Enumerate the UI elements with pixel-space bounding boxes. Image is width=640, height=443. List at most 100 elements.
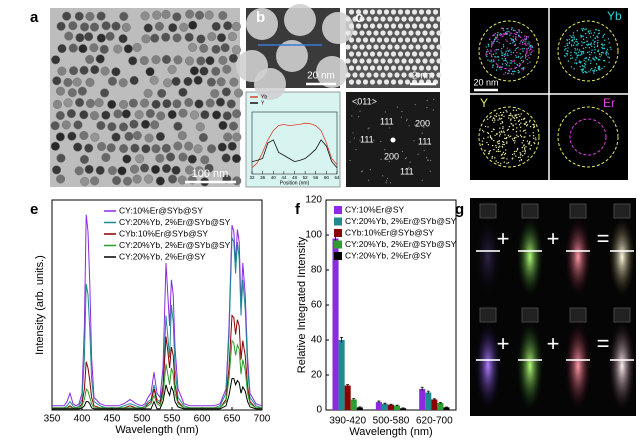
eds-dot: [576, 44, 579, 46]
legend-swatch: [334, 252, 342, 260]
eds-dot: [595, 57, 597, 59]
eds-dot: [512, 109, 515, 111]
eds-dot: [502, 141, 505, 144]
eds-dot: [517, 55, 520, 58]
eds-dot: [489, 136, 492, 138]
particle: [52, 76, 62, 86]
eds-dot: [575, 40, 577, 43]
particle: [97, 141, 107, 152]
particle: [193, 75, 203, 85]
lattice-dot: [376, 79, 383, 85]
eds-dot: [581, 70, 583, 72]
fft-spot: [406, 118, 408, 120]
panel-label: a: [30, 9, 39, 26]
x-tick-label: 40: [271, 175, 277, 180]
eds-dot: [489, 149, 492, 152]
x-tick-label: 450: [104, 414, 121, 425]
eds-dot: [573, 68, 575, 70]
eds-dot: [582, 68, 584, 70]
bar: [419, 389, 426, 410]
eds-dot: [497, 48, 499, 51]
lattice-dot: [345, 58, 351, 64]
eds-dot: [575, 63, 578, 65]
eds-dot: [517, 71, 519, 74]
particle: [173, 55, 183, 65]
particle: [196, 34, 206, 44]
profile-plot: [245, 91, 341, 188]
eds-dot: [583, 62, 586, 65]
eds-dot: [524, 151, 526, 153]
eds-dot: [485, 52, 487, 54]
eds-dot: [572, 44, 575, 47]
eds-dot: [512, 116, 514, 119]
eds-dot: [506, 111, 508, 113]
eds-dot: [525, 41, 527, 43]
eds-dot: [504, 153, 506, 156]
particle: [56, 174, 66, 184]
particle: [101, 110, 111, 120]
eds-dot: [524, 153, 526, 155]
operator: +: [547, 331, 560, 356]
fft-spot: [367, 128, 369, 130]
legend-swatch: [334, 217, 342, 226]
fft-spot: [368, 127, 370, 129]
particle: [196, 56, 206, 66]
lattice-dot: [359, 58, 365, 64]
eds-dot: [493, 121, 495, 123]
x-tick-label: 60: [324, 175, 330, 180]
particle: [184, 56, 195, 66]
eds-dot: [504, 31, 507, 34]
eds-dot: [500, 68, 502, 71]
particle: [227, 141, 237, 151]
eds-dot: [578, 51, 580, 54]
eds-dot: [595, 63, 598, 65]
eds-dot: [505, 142, 508, 144]
x-tick-label: 600: [194, 414, 211, 425]
eds-dot: [566, 52, 568, 55]
eds-dot: [496, 141, 499, 143]
lattice-dot: [366, 30, 372, 36]
eds-dot: [509, 112, 512, 115]
eds-dot: [488, 45, 490, 47]
eds-dot: [501, 63, 504, 65]
eds-dot: [525, 125, 528, 127]
eds-dot: [503, 115, 505, 118]
eds-dot: [525, 35, 528, 38]
lattice-dot: [362, 37, 369, 43]
eds-dot: [597, 33, 599, 35]
particle: [75, 33, 85, 43]
particle: [89, 22, 100, 32]
eds-dot: [519, 156, 521, 159]
particle: [52, 99, 63, 109]
particle: [150, 120, 160, 130]
eds-dot: [528, 57, 530, 59]
eds-dot: [566, 42, 568, 45]
particle: [161, 164, 172, 174]
eds-dot: [514, 62, 516, 64]
eds-dot: [495, 144, 497, 147]
lattice-dot: [362, 9, 369, 15]
particle: [68, 21, 78, 31]
eds-dot: [599, 69, 601, 71]
lattice-dot: [366, 72, 372, 78]
eds-dot: [565, 48, 567, 50]
lattice-dot: [359, 30, 365, 36]
eds-dot: [603, 44, 606, 46]
eds-dot: [570, 54, 572, 56]
fft-spot: [421, 132, 423, 134]
eds-dot: [502, 46, 505, 48]
eds-dot: [594, 67, 597, 69]
eds-dot: [522, 139, 525, 142]
legend-label: CY:10%Er@SYb@SY: [119, 205, 203, 215]
lattice-dot: [408, 30, 414, 36]
error-bar: [432, 398, 436, 401]
eds-dot: [581, 44, 583, 47]
eds-dot: [575, 52, 578, 54]
eds-dot: [597, 67, 599, 69]
eds-dot: [508, 69, 510, 72]
eds-dot: [589, 30, 591, 32]
eds-dot: [585, 28, 588, 30]
eds-dot: [535, 137, 537, 139]
particle: [119, 99, 129, 109]
particle: [94, 98, 104, 108]
